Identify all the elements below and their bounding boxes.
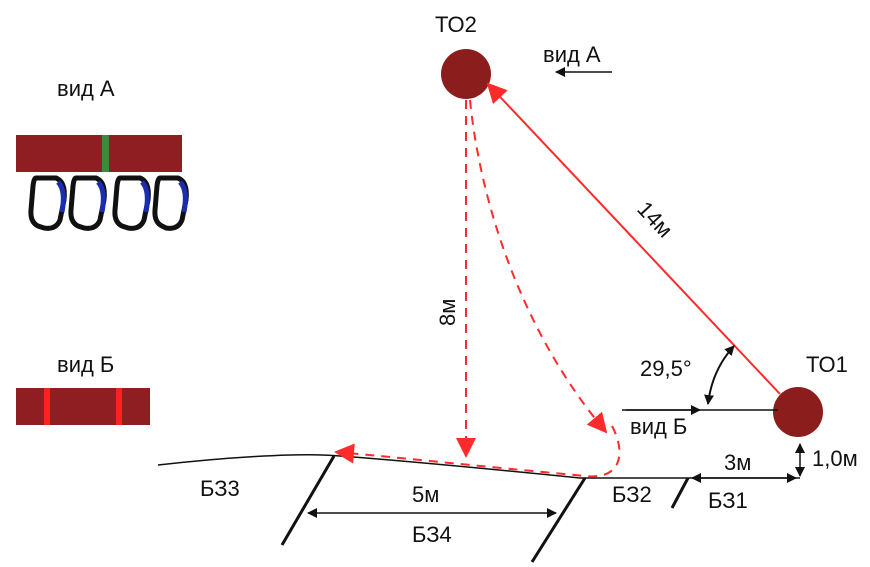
view-b-red-mark — [44, 388, 50, 425]
bz3-label: БЗ3 — [200, 476, 240, 501]
point-to2 — [441, 49, 491, 99]
height-label: 1,0м — [812, 446, 858, 471]
legend-view-b: вид Б — [16, 352, 150, 425]
angle-label: 29,5° — [640, 356, 692, 381]
view-b-red-mark — [116, 388, 122, 425]
bz2-label: БЗ2 — [612, 482, 652, 507]
belay-post-bz2 — [670, 477, 690, 509]
bz1-label: БЗ1 — [708, 488, 748, 513]
belay-post-bz4 — [530, 477, 587, 563]
distance-3m-label: 3м — [724, 450, 751, 475]
view-a-arrow-label: вид А — [543, 42, 601, 67]
distance-14m-label: 14м — [632, 196, 677, 242]
swing-trajectory-dashed — [469, 99, 608, 434]
view-a-green-mark — [102, 135, 109, 172]
carabiner-icon — [112, 175, 151, 231]
carabiner-icon — [68, 175, 107, 231]
point-to1 — [773, 387, 823, 437]
belay-post-bz3 — [280, 455, 336, 546]
distance-8m-label: 8м — [435, 299, 460, 326]
legend-view-a-label: вид А — [57, 76, 115, 101]
view-a-bar — [16, 135, 182, 172]
view-b-arrow-label: вид Б — [630, 414, 687, 439]
view-b-bar — [16, 388, 150, 425]
carabiner-icon — [152, 175, 189, 231]
distance-5m-label: 5м — [412, 482, 439, 507]
rope-to1-to2 — [486, 82, 781, 395]
legend-view-a: вид А — [16, 76, 189, 231]
legend-view-b-label: вид Б — [57, 352, 114, 377]
bz4-label: БЗ4 — [412, 522, 452, 547]
carabiner-icon — [28, 175, 67, 231]
angle-arc — [704, 345, 735, 405]
point-to1-label: ТО1 — [806, 352, 848, 377]
point-to2-label: ТО2 — [435, 12, 477, 37]
return-trajectory-dashed — [334, 425, 621, 478]
